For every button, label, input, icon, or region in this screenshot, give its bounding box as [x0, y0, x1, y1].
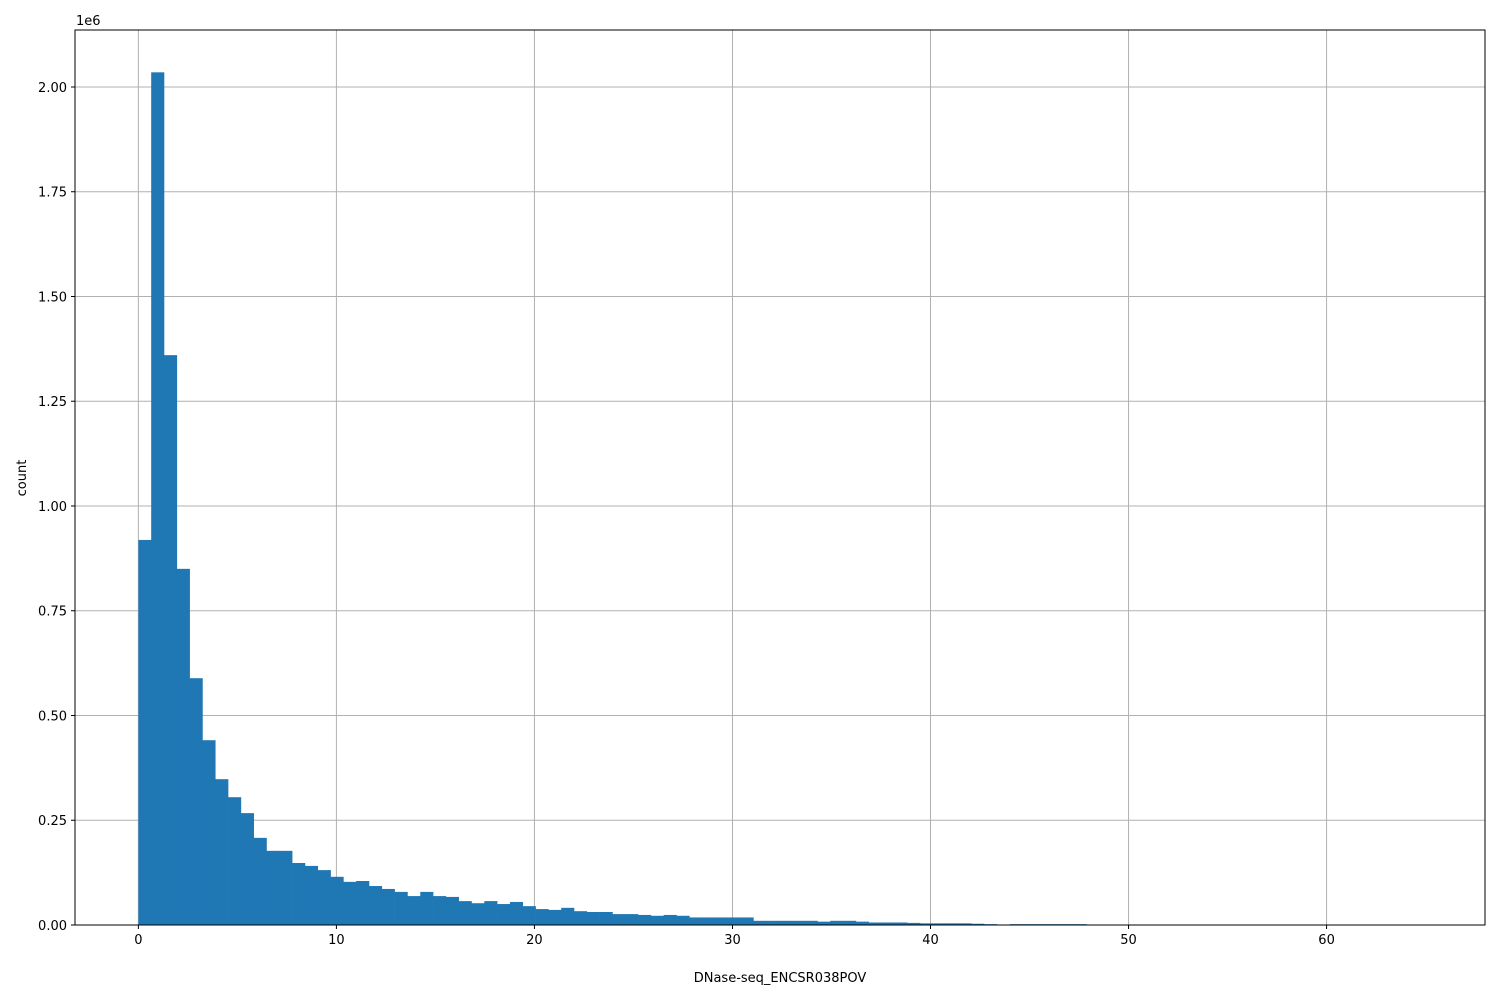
y-tick-label: 1.75 — [38, 186, 67, 201]
histogram-bar — [792, 921, 805, 925]
histogram-bar — [856, 922, 869, 925]
histogram-bar — [177, 569, 190, 925]
histogram-bar — [382, 889, 395, 925]
histogram-bar — [459, 901, 472, 925]
histogram-bar — [190, 678, 203, 925]
histogram-bar — [497, 904, 510, 925]
histogram-bar — [741, 917, 754, 925]
histogram-bar — [151, 72, 164, 925]
histogram-bar — [279, 851, 292, 925]
histogram-bar — [817, 922, 830, 925]
y-tick-label: 1.00 — [38, 500, 67, 515]
histogram-bar — [715, 917, 728, 925]
y-tick-label: 0.50 — [38, 709, 67, 724]
histogram-bar — [215, 779, 228, 925]
x-tick-label: 50 — [1120, 933, 1137, 948]
histogram-bar — [587, 912, 600, 925]
histogram-bar — [446, 897, 459, 925]
histogram-bar — [728, 917, 741, 925]
plot-frame — [75, 30, 1485, 925]
y-axis-label: count — [15, 460, 30, 497]
histogram-bar — [702, 917, 715, 925]
histogram-bar — [625, 914, 638, 925]
histogram-bar — [202, 740, 215, 925]
histogram-bar — [638, 915, 651, 925]
x-axis-ticks: 0 10 20 30 40 50 60 — [134, 925, 1335, 948]
histogram-bar — [651, 916, 664, 925]
histogram-bars — [138, 72, 1420, 925]
histogram-bar — [523, 906, 536, 925]
x-tick-label: 30 — [724, 933, 741, 948]
x-tick-label: 10 — [328, 933, 345, 948]
histogram-bar — [689, 917, 702, 925]
histogram-bar — [472, 903, 485, 925]
histogram-bar — [664, 915, 677, 925]
y-tick-label: 0.00 — [38, 919, 67, 934]
histogram-bar — [318, 870, 331, 925]
histogram-bar — [164, 355, 177, 925]
histogram-bar — [266, 851, 279, 925]
histogram-bar — [830, 921, 843, 925]
histogram-bar — [574, 911, 587, 925]
histogram-bar — [805, 921, 818, 925]
histogram-bar — [228, 797, 241, 925]
histogram-bar — [612, 914, 625, 925]
histogram-bar — [356, 881, 369, 925]
histogram-bar — [254, 838, 267, 925]
histogram-bar — [843, 921, 856, 925]
histogram-bar — [407, 896, 420, 925]
histogram-bar — [305, 866, 318, 925]
x-tick-label: 40 — [922, 933, 939, 948]
x-axis-label: DNase-seq_ENCSR038POV — [694, 971, 867, 986]
y-axis-ticks: 0.00 0.25 0.50 0.75 1.00 1.25 1.50 1.75 2.00 — [38, 81, 75, 934]
histogram-bar — [561, 908, 574, 925]
y-tick-label: 0.25 — [38, 814, 67, 829]
histogram-bar — [343, 882, 356, 925]
histogram-bar — [395, 892, 408, 925]
histogram-bar — [600, 912, 613, 925]
y-tick-label: 2.00 — [38, 81, 67, 96]
histogram-bar — [292, 863, 305, 925]
histogram-bar — [433, 896, 446, 925]
y-tick-label: 1.25 — [38, 395, 67, 410]
histogram-bar — [420, 892, 433, 925]
histogram-bar — [138, 540, 151, 925]
histogram-bar — [536, 909, 549, 925]
histogram-bar — [766, 921, 779, 925]
histogram-bar — [510, 902, 523, 925]
x-tick-label: 0 — [134, 933, 142, 948]
histogram-bar — [241, 813, 254, 925]
histogram-bar — [753, 921, 766, 925]
histogram-bar — [779, 921, 792, 925]
y-tick-label: 1.50 — [38, 290, 67, 305]
grid-lines — [75, 30, 1485, 925]
x-tick-label: 20 — [526, 933, 543, 948]
y-offset-label: 1e6 — [76, 14, 101, 29]
histogram-bar — [369, 886, 382, 925]
histogram-bar — [331, 877, 344, 925]
histogram-bar — [548, 910, 561, 925]
y-tick-label: 0.75 — [38, 605, 67, 620]
x-tick-label: 60 — [1318, 933, 1335, 948]
histogram-bar — [677, 916, 690, 925]
histogram-bar — [484, 901, 497, 925]
